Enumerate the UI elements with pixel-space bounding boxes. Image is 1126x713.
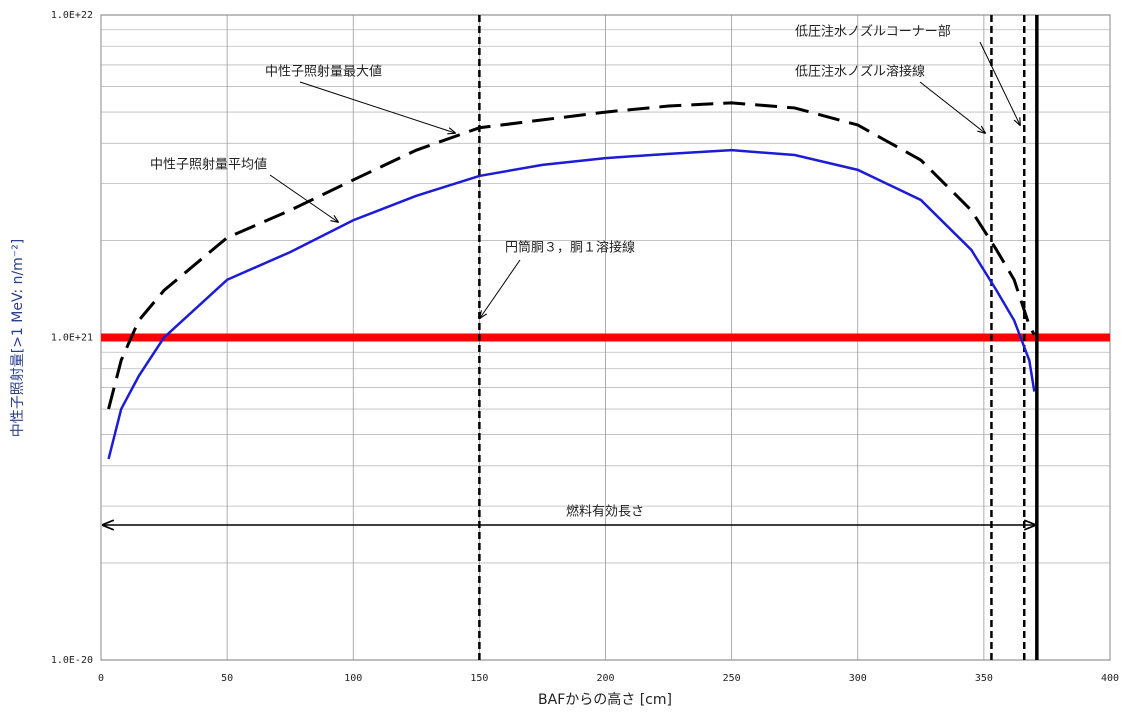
x-tick-label: 350 xyxy=(975,673,993,684)
x-tick-label: 150 xyxy=(470,673,488,684)
series-line xyxy=(107,148,1036,460)
x-tick-label: 250 xyxy=(723,673,741,684)
series-line xyxy=(107,101,1036,410)
x-tick-label: 400 xyxy=(1101,673,1119,684)
annotation-arrow xyxy=(269,174,338,222)
annotation: 円筒胴３，胴１溶接線 xyxy=(505,240,635,256)
annotation: 中性子照射量平均値 xyxy=(150,157,267,173)
x-tick-label: 0 xyxy=(98,673,104,684)
y-axis-label: 中性子照射量[>1 MeV: n/m⁻²] xyxy=(10,239,26,438)
y-tick-label: 1.0E+21 xyxy=(51,333,93,344)
x-tick-label: 300 xyxy=(849,673,867,684)
annotation: 燃料有効長さ xyxy=(566,504,644,520)
x-axis-label: BAFからの高さ [cm] xyxy=(538,691,672,708)
x-tick-label: 100 xyxy=(344,673,362,684)
annotation-arrow xyxy=(299,81,455,133)
annotation: 中性子照射量最大値 xyxy=(265,64,382,80)
y-tick-label: 1.0E-20 xyxy=(51,655,93,666)
annotation: 低圧注水ノズル溶接線 xyxy=(795,64,925,80)
x-tick-label: 200 xyxy=(596,673,614,684)
y-tick-label: 1.0E+22 xyxy=(51,10,93,21)
annotation-arrow xyxy=(480,259,521,318)
annotation-arrow xyxy=(979,41,1020,125)
x-tick-label: 50 xyxy=(221,673,233,684)
annotation-arrow xyxy=(919,81,985,133)
annotation: 低圧注水ノズルコーナー部 xyxy=(795,24,951,40)
